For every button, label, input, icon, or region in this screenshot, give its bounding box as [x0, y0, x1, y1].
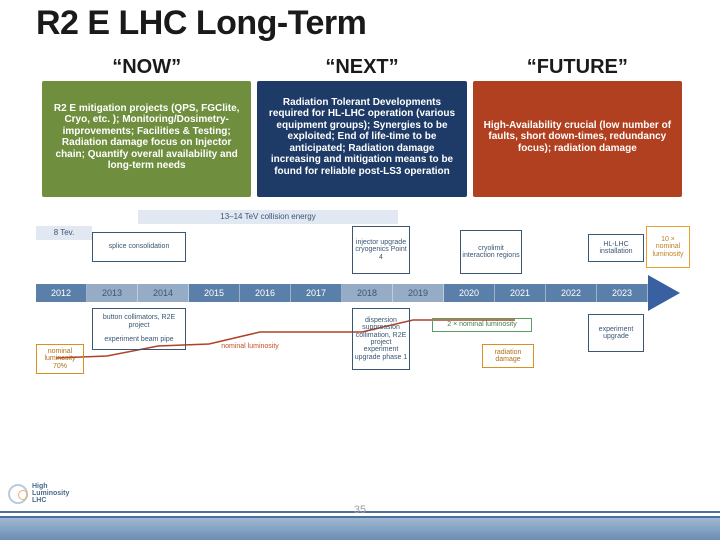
panel-header: “NEXT” [257, 56, 466, 81]
chart-box: 10 × nominal luminosity [646, 226, 690, 268]
panel-body: R2 E mitigation projects (QPS, FGClite, … [42, 81, 251, 197]
chart-box: HL-LHC installation [588, 234, 644, 262]
panel-2: “FUTURE”High-Availability crucial (low n… [473, 56, 682, 197]
chart-box: 2 × nominal luminosity [432, 318, 532, 332]
chart-box: dispersion suppression collimation, R2E … [352, 308, 410, 370]
panel-1: “NEXT”Radiation Tolerant Developments re… [257, 56, 466, 197]
chart-box: radiation damage [482, 344, 534, 368]
chart-box: nominal luminosity [206, 341, 294, 353]
chart-box: splice consolidation [92, 232, 186, 262]
energy-bar: 8 Tev. [36, 226, 92, 240]
logo-text: HighLuminosityLHC [32, 483, 69, 504]
chart-box: experiment upgrade [588, 314, 644, 352]
panel-header: “FUTURE” [473, 56, 682, 81]
panel-body: High-Availability crucial (low number of… [473, 81, 682, 197]
logo-ring-icon [8, 484, 28, 504]
panel-0: “NOW”R2 E mitigation projects (QPS, FGCl… [42, 56, 251, 197]
timeline-chart: 2012201320142015201620172018201920202021… [28, 206, 692, 396]
energy-bar: 13–14 TeV collision energy [138, 210, 398, 224]
chart-box: injector upgrade cryogenics Point 4 [352, 226, 410, 274]
phase-panels: “NOW”R2 E mitigation projects (QPS, FGCl… [42, 56, 682, 197]
panel-header: “NOW” [42, 56, 251, 81]
hl-lhc-logo: HighLuminosityLHC [8, 483, 69, 504]
chart-box: cryolimit interaction regions [460, 230, 522, 274]
slide-title: R2 E LHC Long-Term [36, 4, 366, 43]
page-number: 35 [0, 504, 720, 516]
panel-body: Radiation Tolerant Developments required… [257, 81, 466, 197]
chart-box: nominal luminosity 70% [36, 344, 84, 374]
chart-box: button collimators, R2E project experime… [92, 308, 186, 350]
